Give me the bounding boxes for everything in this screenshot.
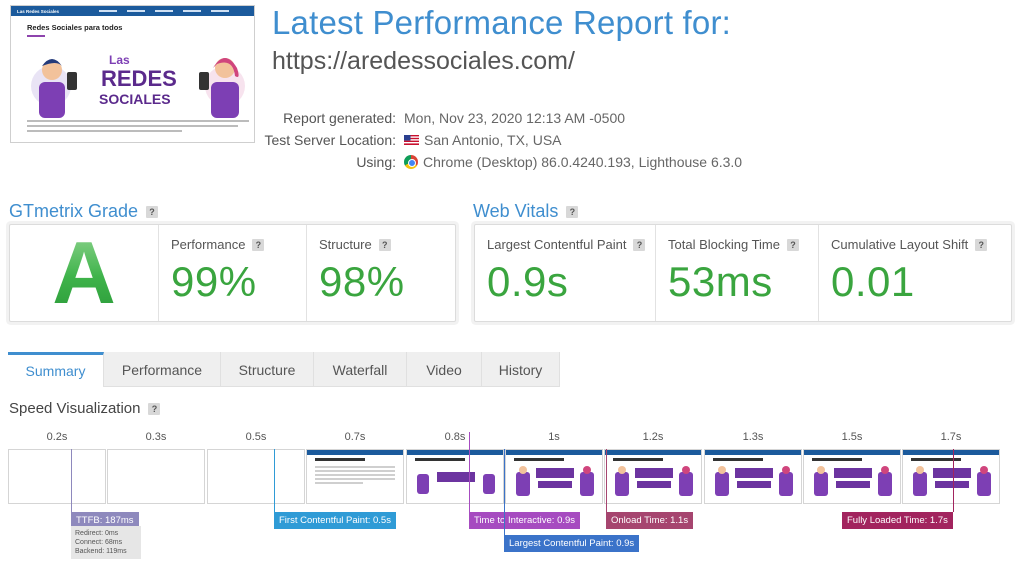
- frame-time: 0.3s: [145, 431, 167, 443]
- using-label: Using:: [356, 154, 396, 170]
- help-icon[interactable]: ?: [148, 402, 161, 415]
- cls-value: 0.01: [831, 258, 915, 305]
- tbt-cell: Total Blocking Time? 53ms: [655, 225, 818, 321]
- thumbnail-nav: Las Redes Sociales: [11, 6, 254, 16]
- tab-waterfall[interactable]: Waterfall: [314, 352, 407, 387]
- us-flag-icon: [404, 135, 419, 145]
- filmstrip-frame[interactable]: [306, 449, 404, 504]
- tab-video[interactable]: Video: [407, 352, 482, 387]
- ttfb-backend: Backend: 119ms: [75, 548, 127, 555]
- frame-time: 1.2s: [642, 431, 664, 443]
- tab-history[interactable]: History: [482, 352, 560, 387]
- ttfb-redirect: Redirect: 0ms: [75, 530, 119, 537]
- frame-time: 0.5s: [245, 431, 267, 443]
- report-title: Latest Performance Report for:: [272, 4, 732, 41]
- server-location-row: Test Server Location: San Antonio, TX, U…: [260, 132, 562, 148]
- filmstrip-frame[interactable]: [207, 449, 305, 504]
- frame-time: 1.5s: [841, 431, 863, 443]
- filmstrip-frame[interactable]: [604, 449, 702, 504]
- filmstrip: [8, 449, 1002, 504]
- lcp-label: Largest Contentful Paint: [487, 237, 627, 252]
- filmstrip-frame[interactable]: [902, 449, 1000, 504]
- lcp-label: Largest Contentful Paint: 0.9s: [504, 535, 640, 552]
- structure-value: 98%: [319, 258, 405, 305]
- tbt-value: 53ms: [668, 258, 773, 305]
- gtmetrix-grade-title: GTmetrix Grade: [9, 201, 139, 221]
- tab-summary[interactable]: Summary: [8, 352, 104, 387]
- performance-value: 99%: [171, 258, 257, 305]
- server-location-value: San Antonio, TX, USA: [424, 132, 562, 148]
- help-icon[interactable]: ?: [378, 238, 391, 251]
- filmstrip-frame[interactable]: [505, 449, 603, 504]
- thumbnail-art-redes: REDES: [101, 66, 177, 91]
- performance-cell: Performance? 99%: [158, 225, 306, 321]
- cls-cell: Cumulative Layout Shift? 0.01: [818, 225, 1011, 321]
- help-icon[interactable]: ?: [252, 238, 265, 251]
- filmstrip-frame[interactable]: [107, 449, 205, 504]
- thumbnail-art-sociales: SOCIALES: [99, 91, 171, 107]
- filmstrip-frame[interactable]: [406, 449, 504, 504]
- site-thumbnail: Las Redes Sociales Redes Sociales para t…: [10, 5, 255, 143]
- web-vitals-heading: Web Vitals ?: [473, 201, 579, 222]
- onload-label: Onload Time: 1.1s: [606, 512, 694, 529]
- ttfb-marker: [71, 449, 72, 512]
- speed-visualization-title: Speed Visualization: [9, 400, 141, 417]
- ttfb-label: TTFB: 187ms: [71, 512, 139, 529]
- fcp-label: First Contentful Paint: 0.5s: [274, 512, 396, 529]
- thumbnail-text-lines: [27, 120, 249, 135]
- frame-time: 0.2s: [46, 431, 68, 443]
- web-vitals-panel: Largest Contentful Paint? 0.9s Total Blo…: [474, 224, 1012, 322]
- cls-label: Cumulative Layout Shift: [831, 237, 969, 252]
- report-tabs: Summary Performance Structure Waterfall …: [8, 352, 560, 387]
- thumbnail-heading: Redes Sociales para todos: [27, 23, 123, 32]
- thumbnail-illustration: Las REDES SOCIALES: [31, 53, 245, 118]
- help-icon[interactable]: ?: [566, 205, 579, 218]
- lcp-cell: Largest Contentful Paint? 0.9s: [475, 225, 655, 321]
- frame-time: 0.7s: [344, 431, 366, 443]
- lcp-marker: [504, 449, 505, 535]
- frame-time: 1.3s: [742, 431, 764, 443]
- help-icon[interactable]: ?: [146, 205, 159, 218]
- structure-label: Structure: [319, 237, 372, 252]
- help-icon[interactable]: ?: [787, 238, 799, 251]
- structure-cell: Structure? 98%: [306, 225, 455, 321]
- thumbnail-site-name: Las Redes Sociales: [17, 8, 60, 14]
- using-value: Chrome (Desktop) 86.0.4240.193, Lighthou…: [423, 154, 743, 170]
- performance-label: Performance: [171, 237, 246, 252]
- fcp-marker: [274, 449, 275, 512]
- ttfb-connect: Connect: 68ms: [75, 539, 123, 546]
- gtmetrix-grade-heading: GTmetrix Grade ?: [9, 201, 159, 222]
- onload-marker: [606, 449, 607, 512]
- speed-visualization-heading: Speed Visualization ?: [9, 400, 161, 417]
- frame-time: 1s: [548, 431, 560, 443]
- tti-marker: [469, 432, 470, 512]
- report-generated-value: Mon, Nov 23, 2020 12:13 AM -0500: [404, 110, 626, 126]
- filmstrip-frame[interactable]: [704, 449, 802, 504]
- report-url[interactable]: https://aredessociales.com/: [272, 47, 575, 75]
- help-icon[interactable]: ?: [975, 238, 988, 251]
- tti-label: Time to Interactive: 0.9s: [469, 512, 581, 529]
- frame-time: 1.7s: [940, 431, 962, 443]
- fully-loaded-label: Fully Loaded Time: 1.7s: [842, 512, 953, 529]
- using-row: Using: Chrome (Desktop) 86.0.4240.193, L…: [260, 154, 742, 170]
- grade-letter: A: [52, 223, 116, 322]
- grade-letter-cell: A: [10, 225, 158, 321]
- lcp-value: 0.9s: [487, 258, 569, 305]
- thumbnail-art-las: Las: [109, 53, 130, 67]
- report-generated-label: Report generated:: [283, 110, 396, 126]
- web-vitals-title: Web Vitals: [473, 201, 559, 221]
- tab-performance[interactable]: Performance: [104, 352, 221, 387]
- server-location-label: Test Server Location:: [264, 132, 396, 148]
- tab-structure[interactable]: Structure: [221, 352, 314, 387]
- fully-loaded-marker: [953, 449, 954, 512]
- report-generated-row: Report generated: Mon, Nov 23, 2020 12:1…: [260, 110, 625, 126]
- frame-time: 0.8s: [444, 431, 466, 443]
- help-icon[interactable]: ?: [633, 238, 646, 251]
- grade-panel: A Performance? 99% Structure? 98%: [9, 224, 456, 322]
- filmstrip-frame[interactable]: [803, 449, 901, 504]
- chrome-icon: [404, 155, 418, 169]
- tbt-label: Total Blocking Time: [668, 237, 780, 252]
- filmstrip-frame[interactable]: [8, 449, 106, 504]
- ttfb-breakdown: Redirect: 0ms Connect: 68ms Backend: 119…: [71, 526, 141, 559]
